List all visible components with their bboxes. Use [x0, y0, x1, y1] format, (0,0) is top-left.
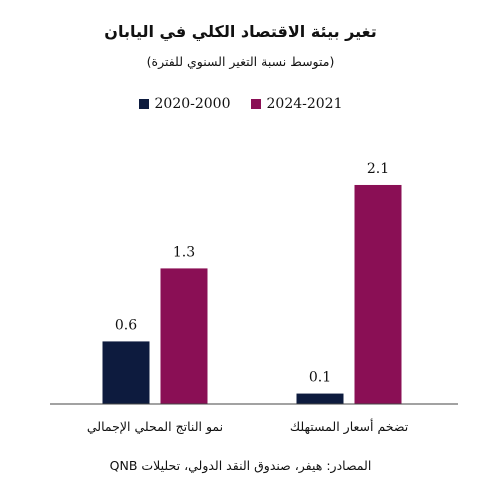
category-label-2: تضخم أسعار المستهلك [290, 418, 409, 435]
legend-item-series-2: 2024-2021 [250, 96, 343, 112]
bar-1-category-1 [102, 341, 150, 404]
chart-source-note: المصادر: هيفر، صندوق النقد الدولي، تحليل… [109, 458, 372, 473]
data-label-1-category-2: 0.1 [309, 370, 331, 386]
legend-item-series-1: 2020-2000 [138, 96, 231, 112]
data-label-2-category-1: 1.3 [173, 244, 195, 260]
bar-2-category-1 [160, 268, 208, 404]
data-label-1-category-1: 0.6 [115, 317, 137, 333]
data-label-2-category-2: 2.1 [367, 161, 389, 177]
legend-label-series-1: 2020-2000 [154, 96, 231, 112]
chart-subtitle: (متوسط نسبة التغير السنوي للفترة) [146, 54, 335, 69]
legend-swatch-series-2 [250, 99, 261, 109]
category-label-1: نمو الناتج المحلي الإجمالي [87, 419, 223, 435]
bar-2-category-2 [354, 184, 402, 404]
chart-title: تغير بيئة الاقتصاد الكلي في اليابان [104, 22, 377, 41]
chart-legend: 2020-2000 2024-2021 [0, 96, 481, 112]
bar-1-category-2 [296, 393, 344, 404]
legend-label-series-2: 2024-2021 [266, 96, 343, 112]
legend-swatch-series-1 [138, 99, 149, 109]
